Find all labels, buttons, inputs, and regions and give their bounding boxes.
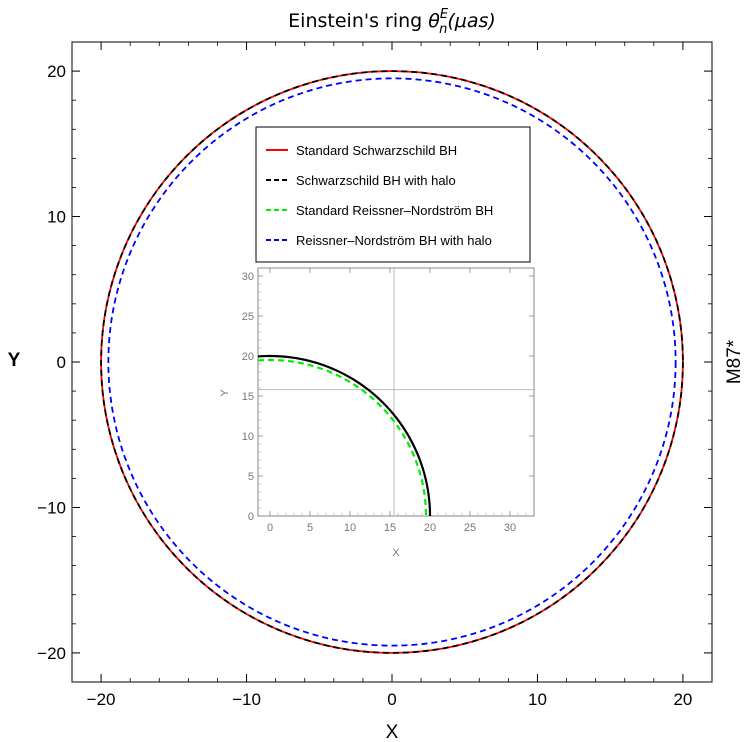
main-axis-ticks: −20 −10 0 10 20 −20 −10 0 10 20 xyxy=(37,41,713,709)
x-tick-label: −10 xyxy=(232,690,261,709)
inset-y-axis-title: Y xyxy=(219,389,231,397)
inset-y-tick-label: 25 xyxy=(242,311,254,323)
inset-series-group xyxy=(257,354,432,517)
inset-y-tick-label: 15 xyxy=(242,391,254,403)
x-tick-label: 0 xyxy=(387,690,396,709)
y-tick-label: −10 xyxy=(37,498,66,517)
x-axis-title: X xyxy=(386,722,399,742)
inset-series-arc-2 xyxy=(257,358,428,517)
y-tick-label: 10 xyxy=(47,208,66,227)
inset-background xyxy=(257,267,535,517)
x-tick-label: 10 xyxy=(528,690,547,709)
series-ring-4 xyxy=(107,77,677,647)
legend-label-3: Standard Reissner–Nordström BH xyxy=(296,203,493,218)
legend-label-1: Standard Schwarzschild BH xyxy=(296,143,457,158)
inset-x-tick-label: 15 xyxy=(384,522,396,534)
legend-box xyxy=(255,126,531,263)
legend-label-4: Reissner–Nordström BH with halo xyxy=(296,233,492,248)
chart-title: Einstein's ring θE n(μas) xyxy=(288,7,496,37)
legend-label-2: Schwarzschild BH with halo xyxy=(296,173,456,188)
inset-gridlines xyxy=(258,268,534,516)
inset-plot: 0 5 10 15 20 25 30 0 5 10 15 20 25 30 X Y xyxy=(219,267,535,559)
y-tick-label: 0 xyxy=(57,353,66,372)
inset-x-tick-label: 0 xyxy=(267,522,273,534)
inset-y-tick-label: 30 xyxy=(242,271,254,283)
main-series-group xyxy=(100,70,684,654)
series-ring-2 xyxy=(100,70,684,654)
y-axis-title: Y xyxy=(8,350,21,371)
inset-y-tick-label: 20 xyxy=(242,351,254,363)
inset-series-arc-1 xyxy=(257,354,432,517)
inset-y-tick-label: 0 xyxy=(248,511,254,523)
inset-x-tick-label: 10 xyxy=(344,522,356,534)
inset-x-tick-label: 25 xyxy=(464,522,476,534)
inset-y-tick-label: 5 xyxy=(248,471,254,483)
y-tick-label: 20 xyxy=(47,62,66,81)
inset-x-tick-label: 30 xyxy=(504,522,516,534)
y-tick-label: −20 xyxy=(37,644,66,663)
x-tick-label: −20 xyxy=(87,690,116,709)
inset-x-axis-title: X xyxy=(392,547,400,559)
inset-x-tick-label: 20 xyxy=(424,522,436,534)
right-frame-label: M87* xyxy=(724,339,745,384)
legend: Standard Schwarzschild BH Schwarzschild B… xyxy=(255,126,531,263)
inset-x-tick-label: 5 xyxy=(307,522,313,534)
x-tick-label: 20 xyxy=(673,690,692,709)
inset-y-tick-label: 10 xyxy=(242,431,254,443)
